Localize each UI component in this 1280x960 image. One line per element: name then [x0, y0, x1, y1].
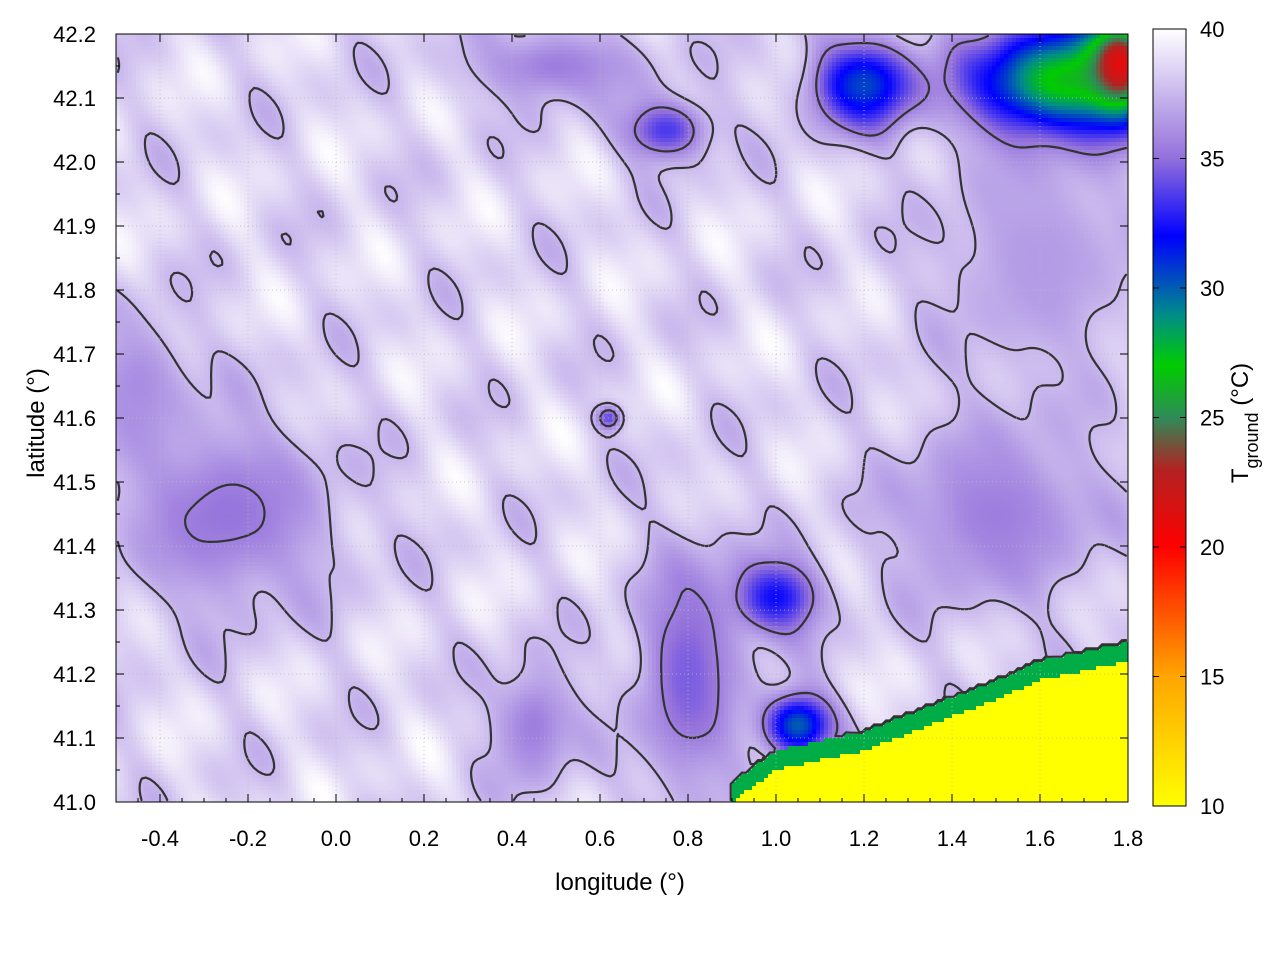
grid-lines: [116, 33, 1129, 803]
y-tick-label: 42.1: [53, 86, 96, 111]
x-tick-label: 1.4: [937, 826, 968, 851]
colorbar-label-main: T: [1227, 468, 1254, 483]
contour-line: [116, 34, 1128, 802]
y-tick-label: 41.7: [53, 342, 96, 367]
x-axis-ticks: -0.4 -0.2 0.0 0.2 0.4 0.6 0.8 1.0 1.2 1.4 1.6 1.8: [115, 34, 1144, 851]
colorbar-label-unit: (°C): [1227, 363, 1254, 413]
x-axis-label: longitude (°): [555, 869, 685, 896]
y-tick-label: 41.1: [53, 726, 96, 751]
colorbar-tick-label: 15: [1200, 665, 1224, 690]
x-tick-label: 0.4: [497, 826, 528, 851]
contour-lines: [116, 34, 1128, 802]
heatmap-plot-area: [115, 33, 1129, 803]
y-tick-label: 41.6: [53, 406, 96, 431]
x-tick-label: 1.8: [1113, 826, 1144, 851]
colorbar-tick-label: 35: [1200, 147, 1224, 172]
y-tick-label: 42.0: [53, 150, 96, 175]
colorbar-tick-label: 40: [1200, 17, 1224, 42]
y-tick-label: 41.3: [53, 598, 96, 623]
colorbar-tick-label: 25: [1200, 406, 1224, 431]
x-tick-label: 1.2: [849, 826, 880, 851]
y-tick-label: 41.0: [53, 790, 96, 815]
y-tick-label: 41.2: [53, 662, 96, 687]
colorbar-tick-label: 20: [1200, 535, 1224, 560]
y-axis-ticks: 41.0 41.1 41.2 41.3 41.4 41.5 41.6 41.7 41.8 41.9…: [53, 22, 1128, 815]
colorbar-tick-label: 10: [1200, 794, 1224, 819]
y-axis-label: latitude (°): [23, 368, 50, 478]
x-tick-label: 1.6: [1025, 826, 1056, 851]
x-tick-label: 0.8: [673, 826, 704, 851]
y-tick-label: 41.4: [53, 534, 96, 559]
colorbar-tick-label: 30: [1200, 276, 1224, 301]
y-tick-label: 42.2: [53, 22, 96, 47]
colorbar-label: Tground (°C): [1227, 363, 1262, 483]
y-tick-label: 41.5: [53, 470, 96, 495]
x-tick-label: -0.2: [229, 826, 267, 851]
x-tick-label: -0.4: [141, 826, 179, 851]
colorbar: 10 15 20 25 30 35 40 Tground (°C): [1152, 17, 1262, 819]
x-tick-label: 0.2: [409, 826, 440, 851]
colorbar-label-sub: ground: [1242, 412, 1262, 468]
y-tick-label: 41.9: [53, 214, 96, 239]
x-tick-label: 0.0: [321, 826, 352, 851]
colorbar-ticks: 10 15 20 25 30 35 40: [1153, 17, 1224, 819]
x-tick-label: 0.6: [585, 826, 616, 851]
x-tick-label: 1.0: [761, 826, 792, 851]
y-tick-label: 41.8: [53, 278, 96, 303]
